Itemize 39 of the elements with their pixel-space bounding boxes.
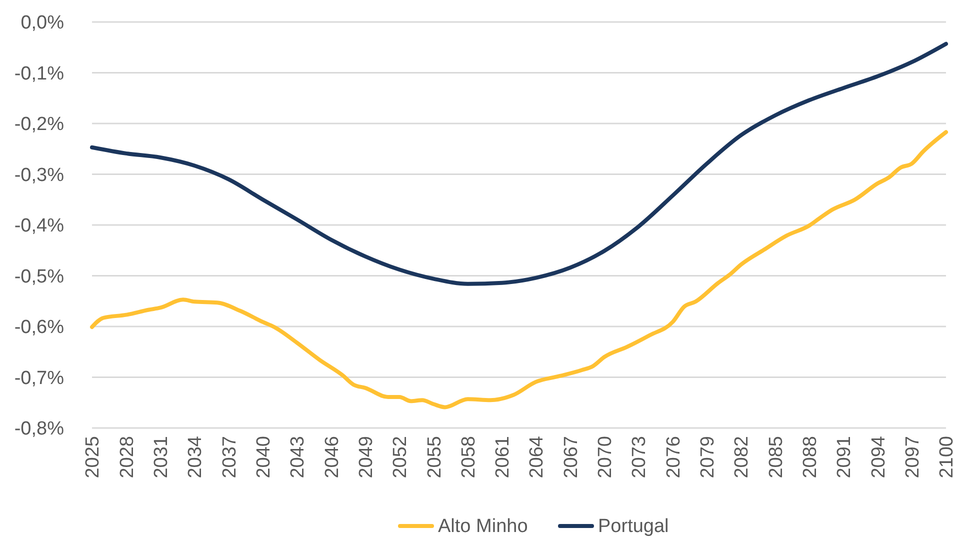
x-tick-label: 2097 xyxy=(902,436,924,478)
x-tick-label: 2043 xyxy=(288,436,309,478)
x-tick-label: 2064 xyxy=(526,436,548,478)
x-tick-label: 2025 xyxy=(82,436,104,478)
x-tick-label: 2079 xyxy=(698,436,719,478)
y-tick-label: -0,7% xyxy=(14,368,64,389)
x-tick-label: 2052 xyxy=(390,436,412,478)
y-tick-label: -0,6% xyxy=(14,317,64,338)
x-tick-label: 2046 xyxy=(322,436,343,478)
x-tick-label: 2061 xyxy=(492,436,514,478)
x-tick-label: 2058 xyxy=(458,436,480,478)
x-tick-label: 2034 xyxy=(185,436,206,478)
legend-label: Alto Minho xyxy=(438,516,528,537)
legend-label: Portugal xyxy=(598,516,669,537)
x-tick-label: 2028 xyxy=(116,436,138,478)
x-tick-label: 2067 xyxy=(560,436,582,478)
line-series xyxy=(90,42,948,286)
x-tick-label: 2094 xyxy=(868,436,890,478)
x-tick-label: 2070 xyxy=(595,436,616,478)
x-tick-label: 2088 xyxy=(800,436,822,478)
y-tick-label: 0,0% xyxy=(20,12,64,34)
x-tick-label: 2082 xyxy=(732,436,753,478)
y-tick-label: -0,8% xyxy=(14,418,64,440)
line-series xyxy=(90,130,948,410)
y-tick-label: -0,2% xyxy=(14,114,64,136)
x-tick-label: 2091 xyxy=(834,436,856,478)
x-tick-label: 2031 xyxy=(150,436,172,478)
x-tick-label: 2055 xyxy=(424,436,446,478)
x-tick-label: 2076 xyxy=(663,436,684,478)
x-tick-label: 2040 xyxy=(253,436,274,478)
y-tick-label: -0,5% xyxy=(14,266,64,288)
x-tick-label: 2085 xyxy=(766,436,787,478)
x-tick-label: 2100 xyxy=(936,436,954,478)
y-tick-label: -0,1% xyxy=(14,63,64,84)
x-tick-label: 2037 xyxy=(219,436,240,478)
y-tick-label: -0,4% xyxy=(14,216,64,237)
x-tick-label: 2073 xyxy=(629,436,650,478)
x-tick-label: 2049 xyxy=(356,436,377,478)
y-tick-label: -0,3% xyxy=(14,164,64,186)
